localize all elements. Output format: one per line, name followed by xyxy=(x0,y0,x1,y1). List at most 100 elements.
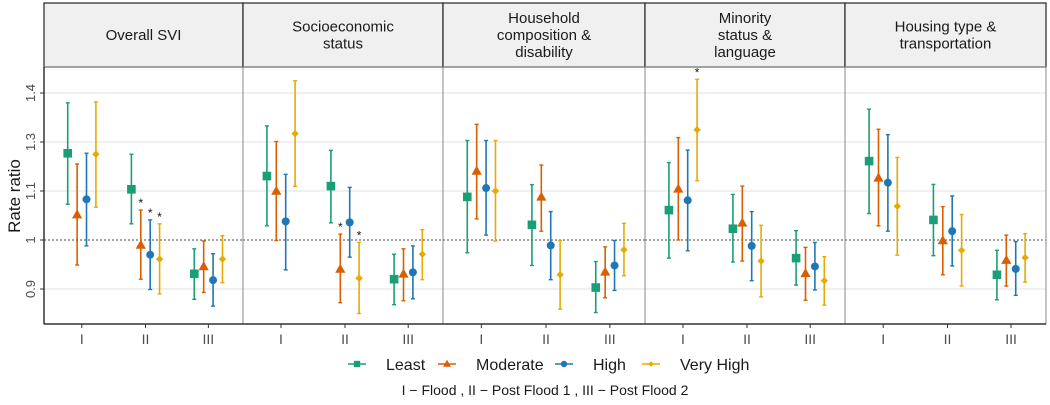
point-estimate xyxy=(893,202,901,210)
x-tick-label: II xyxy=(142,331,150,347)
point-estimate xyxy=(1011,264,1020,273)
legend-label: Moderate xyxy=(476,357,544,374)
point-estimate xyxy=(757,257,765,265)
facet-title: transportation xyxy=(900,36,992,53)
legend-label: Very High xyxy=(680,357,749,374)
facet-title: status & xyxy=(718,27,772,44)
facet-title: Housing type & xyxy=(895,19,997,36)
point-estimate xyxy=(408,268,417,277)
significance-star: * xyxy=(357,228,362,242)
x-tick-label: III xyxy=(604,331,616,347)
point-estimate xyxy=(591,283,601,292)
point-estimate xyxy=(398,268,409,278)
point-estimate xyxy=(92,150,100,158)
y-axis-label: Rate ratio xyxy=(5,159,24,233)
legend-item: Least xyxy=(348,357,426,374)
x-tick-label: III xyxy=(804,331,816,347)
point-estimate xyxy=(127,184,136,194)
legend-item: High xyxy=(555,357,626,374)
point-estimate xyxy=(737,217,748,227)
legend-label: High xyxy=(593,357,626,374)
point-estimate xyxy=(418,250,426,258)
point-estimate xyxy=(218,255,227,263)
point-estimate xyxy=(810,262,819,271)
point-estimate xyxy=(355,274,363,282)
facet-title: status xyxy=(323,36,363,53)
point-estimate xyxy=(728,224,738,234)
x-tick-label: II xyxy=(944,331,952,347)
facet-title: Minority xyxy=(719,10,772,27)
point-estimate xyxy=(992,270,1002,280)
x-tick-label: III xyxy=(1005,331,1017,347)
facet-strip xyxy=(844,2,1047,68)
point-estimate xyxy=(155,255,164,263)
point-estimate xyxy=(600,266,611,276)
x-tick-label: I xyxy=(279,331,283,347)
significance-star: * xyxy=(695,65,700,79)
category-caption: I − Flood , II − Post Flood 1 , III − Po… xyxy=(402,382,689,398)
point-estimate xyxy=(610,261,619,270)
point-estimate xyxy=(491,187,500,195)
y-axis: Rate ratio 0.9 1 1.1 1.3 1.4 xyxy=(5,67,45,324)
point-estimate xyxy=(72,209,83,219)
facet-title: disability xyxy=(515,44,573,61)
x-tick-label: I xyxy=(681,331,685,347)
legend-item: Moderate xyxy=(438,357,544,374)
point-estimate xyxy=(281,217,290,226)
facet-title: Household xyxy=(508,10,580,27)
point-estimate xyxy=(747,241,756,250)
facet-strip xyxy=(242,2,444,68)
point-estimate xyxy=(937,235,948,245)
legend-item: Very High xyxy=(642,357,749,374)
point-estimate xyxy=(791,253,801,263)
x-tick-label: I xyxy=(80,331,84,347)
point-estimate xyxy=(800,268,811,278)
point-estimate xyxy=(335,263,346,273)
point-estimate xyxy=(673,183,684,193)
point-estimate xyxy=(527,220,537,230)
x-tick-label: II xyxy=(542,331,550,347)
facet-title: composition & xyxy=(497,27,591,44)
x-tick-label: I xyxy=(479,331,483,347)
y-tick-label: 1.1 xyxy=(23,182,38,200)
x-tick-label: I xyxy=(881,331,885,347)
point-estimate xyxy=(536,191,547,201)
point-estimate xyxy=(948,227,957,236)
x-tick-label: II xyxy=(743,331,751,347)
point-estimate xyxy=(345,218,354,227)
point-estimate xyxy=(864,156,874,166)
point-estimate xyxy=(873,172,884,182)
y-tick-label: 1.3 xyxy=(23,133,38,151)
legend: Least Moderate High Very High xyxy=(348,357,749,374)
point-estimate xyxy=(271,185,282,195)
x-tick-label: II xyxy=(341,331,349,347)
point-estimate xyxy=(462,192,472,202)
facet-title: Socioeconomic xyxy=(292,19,394,36)
facet-title: Overall SVI xyxy=(106,27,182,44)
point-estimate xyxy=(291,129,299,138)
legend-label: Least xyxy=(386,357,426,374)
significance-star: * xyxy=(338,220,343,234)
legend-key-circle-icon xyxy=(560,360,568,368)
point-estimate xyxy=(556,271,564,279)
significance-star: * xyxy=(148,206,153,220)
legend-key-diamond-icon xyxy=(648,361,654,367)
facet-strip xyxy=(43,2,244,68)
point-estimate xyxy=(471,165,482,175)
point-estimate xyxy=(146,250,155,259)
point-estimate xyxy=(1021,253,1029,262)
point-estimate xyxy=(482,184,491,193)
point-estimate xyxy=(929,215,938,225)
y-tick-label: 1 xyxy=(23,236,38,243)
legend-key-square-icon xyxy=(353,360,361,368)
x-tick-label: III xyxy=(203,331,215,347)
point-estimate xyxy=(326,181,336,191)
point-estimate xyxy=(820,276,828,285)
facet-strip xyxy=(442,2,646,68)
y-tick-label: 0.9 xyxy=(23,280,38,298)
point-estimate xyxy=(693,126,701,134)
point-estimate xyxy=(664,205,674,215)
